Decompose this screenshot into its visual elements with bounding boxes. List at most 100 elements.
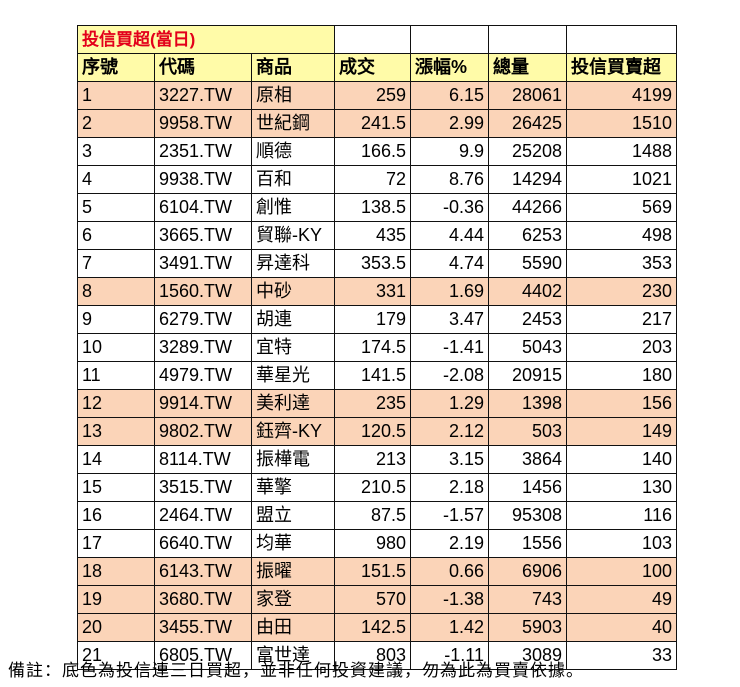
cell-net: 140 [566, 445, 677, 474]
cell-code: 6640.TW [154, 529, 252, 558]
cell-change: 1.29 [410, 389, 489, 418]
cell-net: 217 [566, 305, 677, 334]
cell-change: 1.42 [410, 613, 489, 642]
cell-code: 8114.TW [154, 445, 252, 474]
cell-no: 4 [77, 165, 155, 194]
table-row: 13 9802.TW 鈺齊-KY 120.5 2.12 503 149 [77, 417, 677, 446]
table-row: 21 6805.TW 富世達 803 -1.11 3089 33 [77, 641, 677, 670]
cell-name: 昇達科 [251, 249, 335, 278]
cell-net: 103 [566, 529, 677, 558]
cell-volume: 28061 [488, 81, 567, 110]
cell-change: -1.41 [410, 333, 489, 362]
cell-price: 72 [334, 165, 411, 194]
title-row: 投信買超(當日) [77, 25, 677, 54]
cell-name: 創惟 [251, 193, 335, 222]
cell-change: -1.57 [410, 501, 489, 530]
cell-code: 3289.TW [154, 333, 252, 362]
cell-volume: 6906 [488, 557, 567, 586]
cell-no: 6 [77, 221, 155, 250]
cell-code: 3455.TW [154, 613, 252, 642]
blank-cell [410, 25, 489, 54]
cell-volume: 4402 [488, 277, 567, 306]
table-row: 16 2464.TW 盟立 87.5 -1.57 95308 116 [77, 501, 677, 530]
cell-change: -0.36 [410, 193, 489, 222]
cell-name: 由田 [251, 613, 335, 642]
cell-no: 8 [77, 277, 155, 306]
cell-volume: 5043 [488, 333, 567, 362]
cell-no: 16 [77, 501, 155, 530]
cell-name: 振曜 [251, 557, 335, 586]
cell-price: 353.5 [334, 249, 411, 278]
table-row: 7 3491.TW 昇達科 353.5 4.74 5590 353 [77, 249, 677, 278]
cell-name: 家登 [251, 585, 335, 614]
cell-volume: 5590 [488, 249, 567, 278]
cell-name: 世紀鋼 [251, 109, 335, 138]
cell-volume: 1398 [488, 389, 567, 418]
cell-no: 1 [77, 81, 155, 110]
table-row: 17 6640.TW 均華 980 2.19 1556 103 [77, 529, 677, 558]
cell-name: 貿聯-KY [251, 221, 335, 250]
cell-code: 3515.TW [154, 473, 252, 502]
table-row: 8 1560.TW 中砂 331 1.69 4402 230 [77, 277, 677, 306]
table-row: 4 9938.TW 百和 72 8.76 14294 1021 [77, 165, 677, 194]
cell-net: 33 [566, 641, 677, 670]
cell-price: 241.5 [334, 109, 411, 138]
cell-price: 259 [334, 81, 411, 110]
net-buy-table: 投信買超(當日) 序號 代碼 商品 成交 漲幅% 總量 投信買賣超 1 3227.… [77, 25, 677, 670]
cell-volume: 25208 [488, 137, 567, 166]
cell-volume: 1556 [488, 529, 567, 558]
cell-code: 2464.TW [154, 501, 252, 530]
cell-net: 353 [566, 249, 677, 278]
cell-no: 18 [77, 557, 155, 586]
cell-code: 9958.TW [154, 109, 252, 138]
cell-no: 20 [77, 613, 155, 642]
cell-change: 4.44 [410, 221, 489, 250]
cell-price: 166.5 [334, 137, 411, 166]
cell-change: 3.47 [410, 305, 489, 334]
cell-code: 4979.TW [154, 361, 252, 390]
cell-code: 3491.TW [154, 249, 252, 278]
cell-code: 3665.TW [154, 221, 252, 250]
header-code: 代碼 [154, 53, 252, 82]
header-net: 投信買賣超 [566, 53, 677, 82]
table-row: 1 3227.TW 原相 259 6.15 28061 4199 [77, 81, 677, 110]
cell-net: 49 [566, 585, 677, 614]
table-row: 18 6143.TW 振曜 151.5 0.66 6906 100 [77, 557, 677, 586]
blank-cell [488, 25, 567, 54]
cell-name: 均華 [251, 529, 335, 558]
cell-net: 569 [566, 193, 677, 222]
header-name: 商品 [251, 53, 335, 82]
table-row: 14 8114.TW 振樺電 213 3.15 3864 140 [77, 445, 677, 474]
cell-change: -2.08 [410, 361, 489, 390]
table-row: 2 9958.TW 世紀鋼 241.5 2.99 26425 1510 [77, 109, 677, 138]
cell-price: 141.5 [334, 361, 411, 390]
cell-volume: 1456 [488, 473, 567, 502]
cell-name: 振樺電 [251, 445, 335, 474]
cell-no: 17 [77, 529, 155, 558]
cell-no: 13 [77, 417, 155, 446]
cell-volume: 6253 [488, 221, 567, 250]
cell-change: 1.69 [410, 277, 489, 306]
table-row: 3 2351.TW 順德 166.5 9.9 25208 1488 [77, 137, 677, 166]
cell-price: 235 [334, 389, 411, 418]
cell-no: 21 [77, 641, 155, 670]
header-price: 成交 [334, 53, 411, 82]
cell-change: 2.19 [410, 529, 489, 558]
cell-no: 11 [77, 361, 155, 390]
cell-price: 138.5 [334, 193, 411, 222]
cell-name: 百和 [251, 165, 335, 194]
cell-change: 0.66 [410, 557, 489, 586]
cell-change: 2.18 [410, 473, 489, 502]
cell-code: 3227.TW [154, 81, 252, 110]
header-row: 序號 代碼 商品 成交 漲幅% 總量 投信買賣超 [77, 53, 677, 82]
table-row: 6 3665.TW 貿聯-KY 435 4.44 6253 498 [77, 221, 677, 250]
cell-price: 570 [334, 585, 411, 614]
cell-name: 華擎 [251, 473, 335, 502]
cell-change: 9.9 [410, 137, 489, 166]
cell-net: 116 [566, 501, 677, 530]
cell-code: 9802.TW [154, 417, 252, 446]
cell-name: 中砂 [251, 277, 335, 306]
table-row: 15 3515.TW 華擎 210.5 2.18 1456 130 [77, 473, 677, 502]
cell-net: 498 [566, 221, 677, 250]
cell-price: 980 [334, 529, 411, 558]
